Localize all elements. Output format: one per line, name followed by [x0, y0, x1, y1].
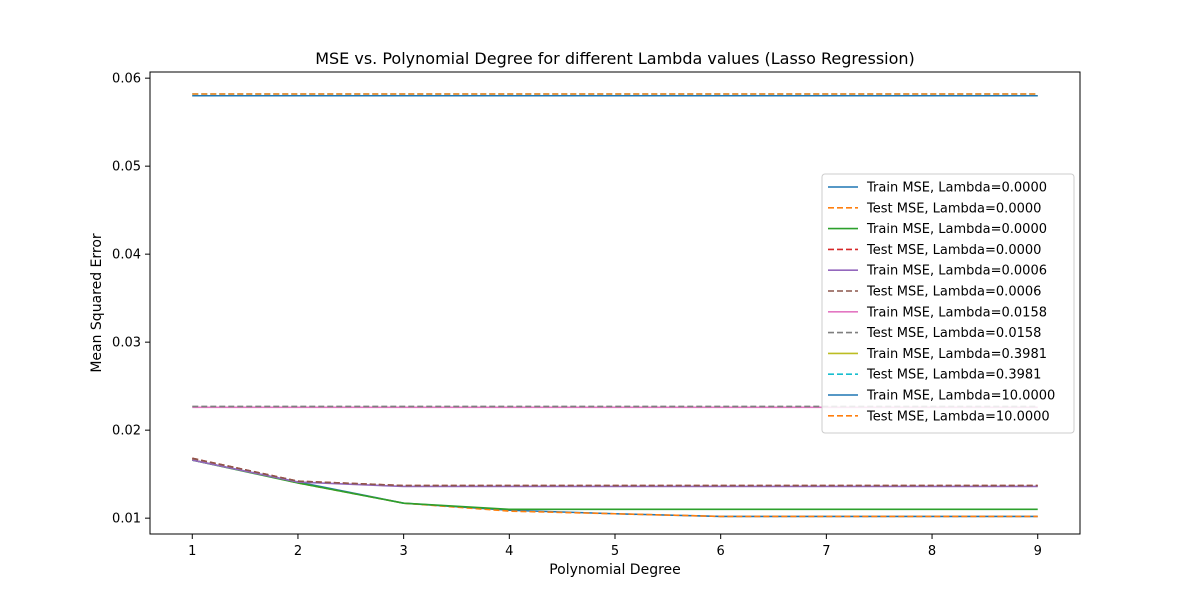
legend-entry-label: Test MSE, Lambda=0.0006	[866, 285, 1041, 300]
legend-entry-label: Test MSE, Lambda=0.0000	[866, 201, 1041, 216]
legend-entry-label: Train MSE, Lambda=0.0158	[866, 305, 1047, 320]
legend: Train MSE, Lambda=0.0000 Test MSE, Lambda…	[821, 173, 1075, 434]
y-tick-label: 0.03	[112, 336, 141, 351]
legend-entry-label: Test MSE, Lambda=10.0000	[866, 409, 1050, 424]
x-tick-label: 1	[188, 544, 196, 559]
legend-entry-label: Test MSE, Lambda=0.3981	[866, 368, 1041, 383]
y-axis-label: Mean Squared Error	[89, 233, 105, 373]
legend-entry-label: Train MSE, Lambda=0.0006	[866, 264, 1047, 279]
x-tick-label: 9	[1034, 544, 1042, 559]
series-layer	[192, 93, 1038, 518]
y-tick-label: 0.06	[112, 72, 141, 87]
series-line-3	[192, 459, 1038, 511]
x-axis-label: Polynomial Degree	[549, 562, 681, 578]
legend-entry-label: Test MSE, Lambda=0.0158	[866, 326, 1041, 341]
x-tick-label: 6	[717, 544, 725, 559]
legend-entry-label: Train MSE, Lambda=0.0000	[866, 181, 1047, 196]
y-tick-label: 0.04	[112, 248, 141, 263]
x-tick-label: 3	[399, 544, 407, 559]
y-tick-label: 0.05	[112, 160, 141, 175]
x-axis: 1 2 3 4 5 6 7 8 9	[188, 534, 1042, 559]
series-line-6	[192, 457, 1038, 487]
chart-title: MSE vs. Polynomial Degree for different …	[315, 49, 915, 68]
legend-entry-label: Train MSE, Lambda=0.3981	[866, 347, 1047, 362]
legend-entry-label: Train MSE, Lambda=0.0000	[866, 222, 1047, 237]
series-line-1	[192, 459, 1038, 518]
x-tick-label: 2	[294, 544, 302, 559]
x-tick-label: 8	[928, 544, 936, 559]
legend-box	[821, 173, 1075, 434]
y-tick-label: 0.01	[112, 512, 141, 527]
legend-entry-label: Test MSE, Lambda=0.0000	[866, 243, 1041, 258]
series-line-5	[192, 459, 1038, 488]
y-axis: 0.01 0.02 0.03 0.04 0.05 0.06	[112, 72, 150, 527]
y-tick-label: 0.02	[112, 424, 141, 439]
legend-entry-label: Train MSE, Lambda=10.0000	[866, 389, 1055, 404]
x-tick-label: 4	[505, 544, 513, 559]
x-tick-label: 5	[611, 544, 619, 559]
x-tick-label: 7	[822, 544, 830, 559]
